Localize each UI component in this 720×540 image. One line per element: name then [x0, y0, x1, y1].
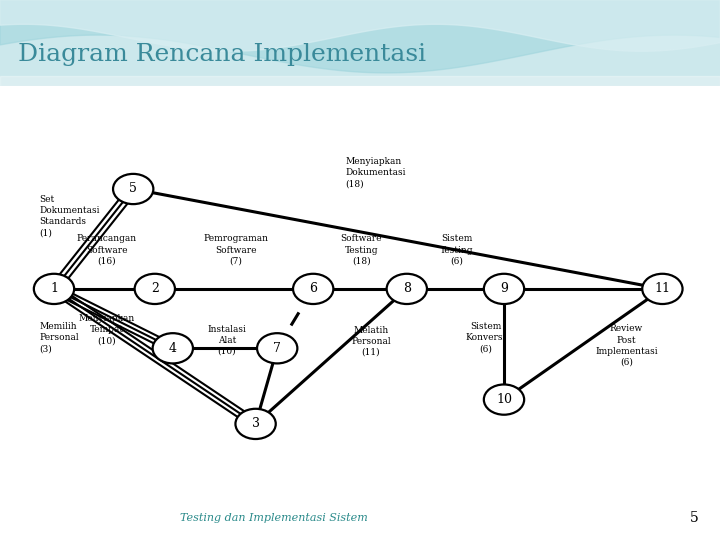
- Text: Instalasi
Alat
(10): Instalasi Alat (10): [207, 325, 246, 356]
- Text: 3: 3: [251, 417, 260, 430]
- Text: 9: 9: [500, 282, 508, 295]
- Text: 4: 4: [168, 342, 177, 355]
- Text: Memilih
Personal
(3): Memilih Personal (3): [40, 322, 79, 353]
- Circle shape: [642, 274, 683, 304]
- Text: Menyiapkan
Tempat
(10): Menyiapkan Tempat (10): [78, 314, 135, 346]
- Text: 1: 1: [50, 282, 58, 295]
- Text: Menyiapkan
Dokumentasi
(18): Menyiapkan Dokumentasi (18): [346, 157, 406, 188]
- Text: Set
Dokumentasi
Standards
(1): Set Dokumentasi Standards (1): [40, 195, 100, 237]
- Circle shape: [135, 274, 175, 304]
- Text: Review
Post
Implementasi
(6): Review Post Implementasi (6): [595, 325, 657, 367]
- Text: 8: 8: [402, 282, 411, 295]
- Text: 5: 5: [690, 511, 698, 525]
- Circle shape: [235, 409, 276, 439]
- Text: Sistem
Konversi
(6): Sistem Konversi (6): [466, 322, 506, 353]
- Circle shape: [387, 274, 427, 304]
- Text: 11: 11: [654, 282, 670, 295]
- Text: Diagram Rencana Implementasi: Diagram Rencana Implementasi: [18, 43, 426, 65]
- Text: 2: 2: [151, 282, 158, 295]
- Circle shape: [293, 274, 333, 304]
- Circle shape: [34, 274, 74, 304]
- Text: Melatih
Personal
(11): Melatih Personal (11): [351, 326, 391, 357]
- Text: Perancangan
Software
(16): Perancangan Software (16): [76, 234, 137, 266]
- Text: Testing dan Implementasi Sistem: Testing dan Implementasi Sistem: [180, 514, 367, 523]
- Circle shape: [257, 333, 297, 363]
- Text: Pemrograman
Software
(7): Pemrograman Software (7): [204, 234, 269, 266]
- Text: Software
Testing
(18): Software Testing (18): [341, 234, 382, 266]
- Circle shape: [153, 333, 193, 363]
- Circle shape: [484, 384, 524, 415]
- Circle shape: [113, 174, 153, 204]
- Text: Sistem
Testing
(6): Sistem Testing (6): [440, 234, 473, 266]
- Text: 6: 6: [309, 282, 318, 295]
- Text: 7: 7: [274, 342, 281, 355]
- Text: 5: 5: [130, 183, 137, 195]
- FancyBboxPatch shape: [0, 0, 720, 86]
- Circle shape: [484, 274, 524, 304]
- Text: 10: 10: [496, 393, 512, 406]
